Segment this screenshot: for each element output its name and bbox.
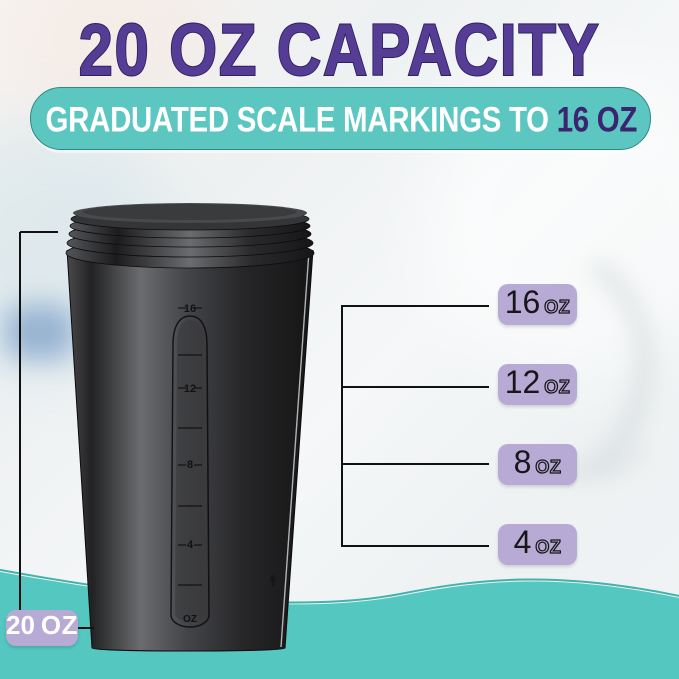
svg-text:12: 12 — [184, 383, 196, 395]
svg-text:8: 8 — [187, 459, 193, 471]
svg-text:16: 16 — [184, 303, 196, 315]
svg-text:OZ: OZ — [183, 614, 197, 625]
svg-text:4: 4 — [187, 539, 194, 551]
